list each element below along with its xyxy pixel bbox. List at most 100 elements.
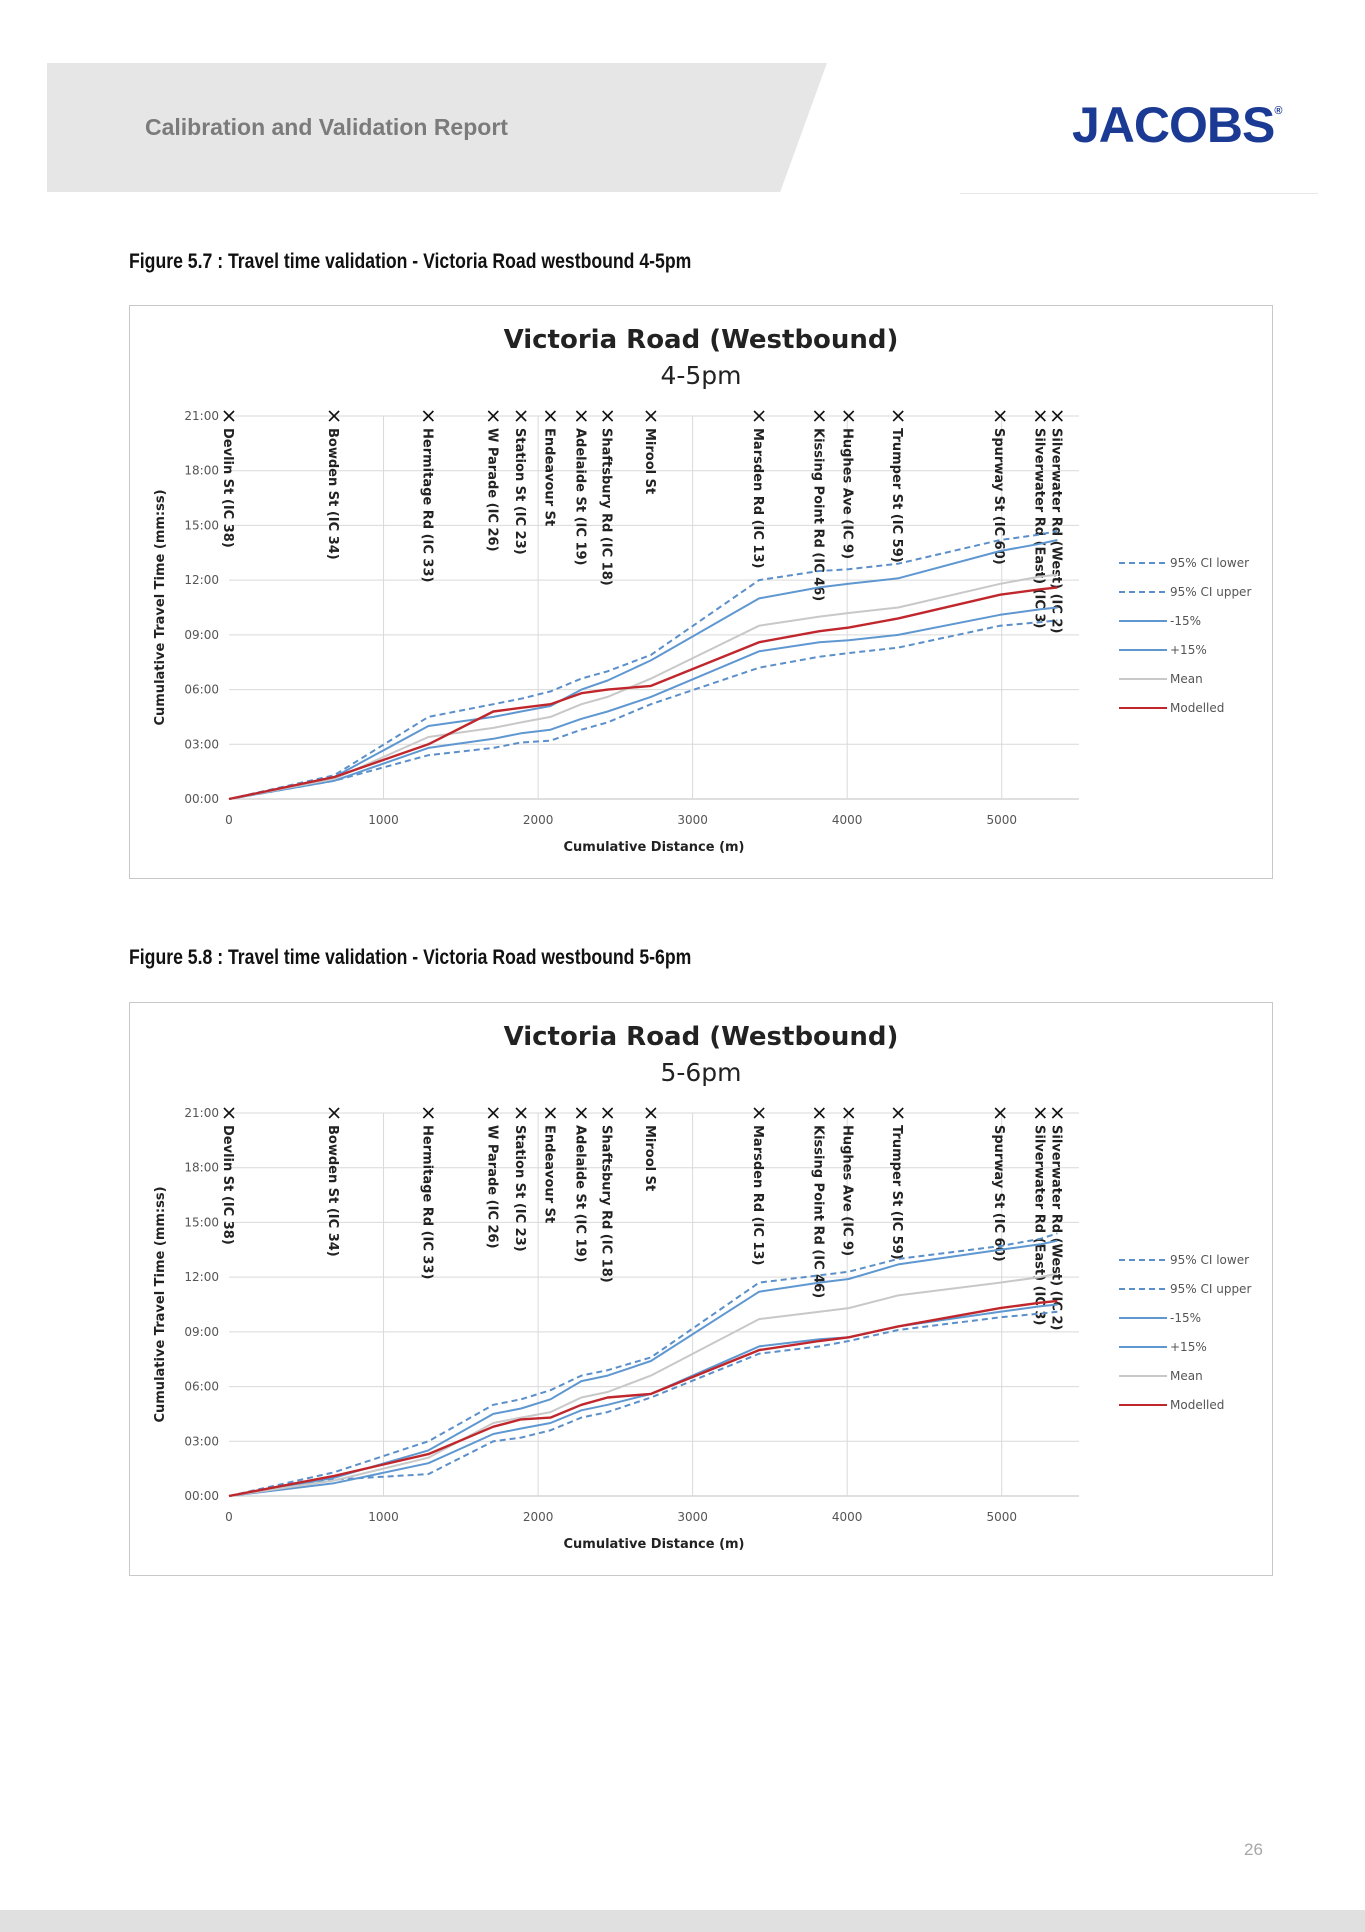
marker-cross-stroke: [223, 410, 235, 422]
intersection-marker: W Parade (IC 26): [484, 1107, 499, 1249]
intersection-marker: Marsden Rd (IC 13): [750, 1107, 765, 1265]
marker-label: Trumper St (IC 59): [889, 428, 904, 563]
y-tick-label: 21:00: [184, 409, 219, 423]
series-line: [228, 1239, 1058, 1497]
chart-subtitle: 5-6pm: [660, 1058, 741, 1087]
x-axis-label: Cumulative Distance (m): [563, 840, 744, 855]
legend-item: Modelled: [1119, 1398, 1224, 1412]
x-tick-label: 0: [225, 813, 233, 827]
jacobs-logo: JACOBS®: [1072, 100, 1282, 150]
marker-label: Bowden St (IC 34): [325, 428, 340, 560]
marker-label: Marsden Rd (IC 13): [750, 1125, 765, 1265]
series-line: [228, 1272, 1058, 1497]
x-tick-label: 4000: [832, 813, 863, 827]
marker-cross-stroke: [645, 410, 657, 422]
figure-caption-1: Figure 5.7 : Travel time validation - Vi…: [129, 250, 692, 273]
chart-frame-2: Victoria Road (Westbound) 5-6pm 00:00 03:00…: [129, 1002, 1273, 1576]
intersection-marker: Silverwater Rd (East) (IC 3): [1031, 410, 1046, 628]
series-line: [228, 529, 1058, 800]
series-line: [228, 1310, 1058, 1497]
chart-subtitle: 4-5pm: [660, 361, 741, 390]
series-line: [228, 1299, 1058, 1498]
marker-cross-stroke: [1034, 410, 1046, 422]
y-tick-label: 09:00: [184, 1325, 219, 1339]
marker-label: Station St (IC 23): [512, 1125, 527, 1252]
marker-cross-stroke: [544, 410, 557, 422]
legend-label: Modelled: [1170, 701, 1224, 715]
series-line: [228, 1303, 1058, 1497]
legend-label: +15%: [1170, 643, 1207, 657]
report-title: Calibration and Validation Report: [145, 114, 508, 140]
marker-label: Silverwater Rd (West) (IC 2): [1048, 1125, 1063, 1330]
series-line: [228, 1232, 1058, 1497]
marker-label: Mirool St: [642, 428, 657, 494]
marker-label: Bowden St (IC 34): [325, 1125, 340, 1257]
legend-label: 95% CI lower: [1170, 556, 1249, 570]
intersection-marker: Station St (IC 23): [512, 410, 527, 555]
x-tick-label: 1000: [368, 813, 399, 827]
legend-item: Mean: [1119, 1369, 1203, 1383]
x-tick-label: 3000: [677, 1510, 708, 1524]
marker-cross-stroke: [487, 1107, 499, 1119]
chart-frame-1: Victoria Road (Westbound) 4-5pm 00:00 03:00…: [129, 305, 1273, 879]
marker-label: Hughes Ave (IC 9): [840, 428, 855, 559]
legend-label: -15%: [1170, 1311, 1201, 1325]
intersection-marker: Mirool St: [642, 410, 657, 494]
legend-item: +15%: [1119, 1340, 1207, 1354]
intersection-marker: Endeavour St: [541, 1107, 557, 1223]
y-tick-label: 00:00: [184, 792, 219, 806]
marker-cross-stroke: [892, 410, 904, 422]
legend-item: Mean: [1119, 672, 1203, 686]
marker-label: W Parade (IC 26): [484, 1125, 499, 1249]
intersection-marker: Bowden St (IC 34): [325, 410, 340, 560]
marker-cross-stroke: [843, 410, 855, 422]
intersection-marker: Kissing Point Rd (IC 46): [810, 410, 825, 601]
y-tick-label: 18:00: [184, 1161, 219, 1175]
series-line: [228, 539, 1058, 800]
intersection-marker: Spurway St (IC 60): [991, 410, 1006, 565]
marker-cross-stroke: [813, 410, 825, 422]
marker-cross-stroke: [1051, 1107, 1063, 1119]
marker-label: Hughes Ave (IC 9): [840, 1125, 855, 1256]
intersection-marker: Devlin St (IC 38): [220, 410, 235, 548]
legend-item: Modelled: [1119, 701, 1224, 715]
marker-label: Endeavour St: [541, 1125, 556, 1223]
y-tick-label: 21:00: [184, 1106, 219, 1120]
intersection-marker: Hughes Ave (IC 9): [840, 1107, 855, 1256]
intersection-marker: Station St (IC 23): [512, 1107, 527, 1252]
chart-2: Victoria Road (Westbound) 5-6pm 00:00 03:00…: [153, 1022, 1251, 1552]
y-tick-label: 06:00: [184, 683, 219, 697]
marker-cross-stroke: [422, 1107, 434, 1119]
intersection-marker: Hughes Ave (IC 9): [840, 410, 855, 559]
marker-label: Kissing Point Rd (IC 46): [810, 428, 825, 601]
legend-label: Modelled: [1170, 1398, 1224, 1412]
footer-band: [0, 1910, 1365, 1932]
marker-label: Mirool St: [642, 1125, 657, 1191]
marker-cross-stroke: [813, 1107, 825, 1119]
y-tick-label: 06:00: [184, 1380, 219, 1394]
y-axis-label: Cumulative Travel Time (mm:ss): [153, 1186, 168, 1422]
intersection-marker: Endeavour St: [541, 410, 557, 526]
marker-label: Endeavour St: [541, 428, 556, 526]
intersection-marker: Adelaide St (IC 19): [572, 410, 587, 566]
intersection-marker: Hermitage Rd (IC 33): [419, 1107, 434, 1279]
y-tick-label: 15:00: [184, 518, 219, 532]
x-axis-label: Cumulative Distance (m): [563, 1537, 744, 1552]
intersection-marker: Spurway St (IC 60): [991, 1107, 1006, 1262]
x-tick-label: 5000: [986, 1510, 1017, 1524]
intersection-marker: Kissing Point Rd (IC 46): [810, 1107, 825, 1298]
intersection-marker: Marsden Rd (IC 13): [750, 410, 765, 568]
marker-cross-stroke: [575, 410, 587, 422]
marker-label: Trumper St (IC 59): [889, 1125, 904, 1260]
legend-label: +15%: [1170, 1340, 1207, 1354]
x-tick-label: 1000: [368, 1510, 399, 1524]
marker-label: Silverwater Rd (East) (IC 3): [1031, 428, 1046, 628]
marker-label: Marsden Rd (IC 13): [750, 428, 765, 568]
marker-label: Hermitage Rd (IC 33): [419, 1125, 434, 1279]
y-tick-label: 00:00: [184, 1489, 219, 1503]
marker-cross-stroke: [892, 1107, 904, 1119]
marker-cross-stroke: [753, 410, 765, 422]
legend-item: +15%: [1119, 643, 1207, 657]
marker-cross-stroke: [328, 410, 340, 422]
marker-cross-stroke: [544, 1107, 557, 1119]
